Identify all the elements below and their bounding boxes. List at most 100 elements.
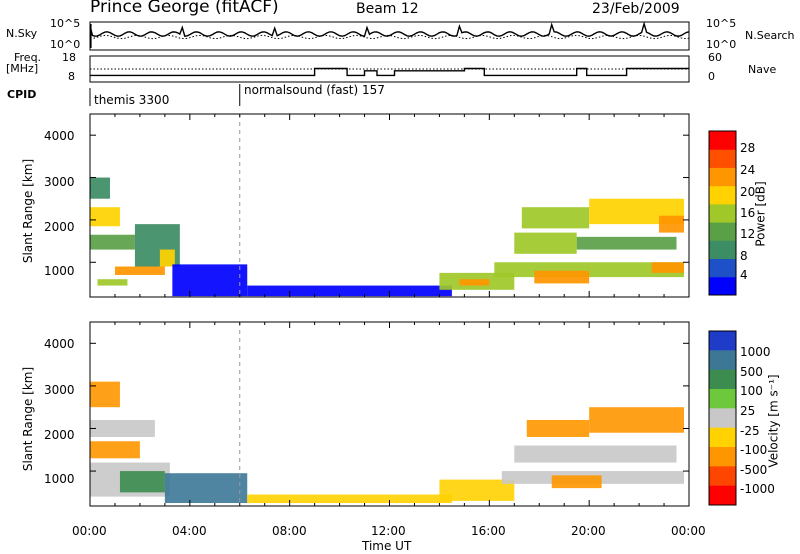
frequency-traces xyxy=(90,67,689,77)
axis-ticks xyxy=(89,114,690,506)
nsearch-tick-bottom: 10^0 xyxy=(706,38,737,51)
velocity-cbar-swatch-1 xyxy=(709,350,736,371)
cpid-label: CPID xyxy=(7,88,37,101)
velocity-cbar-tick-100: 100 xyxy=(740,384,763,398)
velocity-heatmap xyxy=(90,381,685,504)
beam-title: Beam 12 xyxy=(356,1,419,17)
velocity-ytick-1000: 1000 xyxy=(44,472,75,486)
power-cell-6 xyxy=(159,249,175,267)
cpid-segment-1: themis 3300 xyxy=(94,93,170,107)
power-ytick-1000: 1000 xyxy=(44,264,75,278)
xtick-1600: 16:00 xyxy=(471,524,506,538)
velocity-cell-5 xyxy=(164,473,248,504)
power-cbar-swatch-2 xyxy=(709,240,736,260)
power-cell-8 xyxy=(247,285,452,297)
velocity-cbar-tick-neg1000: -1000 xyxy=(740,482,775,496)
velocity-cbar-tick-1000: 1000 xyxy=(740,345,771,359)
xtick-0800: 08:00 xyxy=(272,524,307,538)
xaxis-label: Time UT xyxy=(362,539,412,553)
power-heatmap xyxy=(90,177,685,297)
nsearch-label: N.Search xyxy=(745,29,795,42)
velocity-cbar-swatch-3 xyxy=(709,389,736,409)
xtick-2400: 00:00 xyxy=(671,524,706,538)
nsearch-trace xyxy=(89,34,690,40)
velocity-cbar-frame xyxy=(708,330,737,506)
velocity-ytick-3000: 3000 xyxy=(44,383,75,397)
power-ytick-4000: 4000 xyxy=(44,129,75,143)
velocity-cbar-swatch-6 xyxy=(709,447,736,467)
velocity-ytick-4000: 4000 xyxy=(44,337,75,351)
power-cell-18 xyxy=(651,262,685,273)
power-cell-2 xyxy=(90,234,135,250)
power-cbar-swatch-5 xyxy=(709,185,736,205)
power-cbar-swatch-7 xyxy=(709,149,736,168)
power-cbar-tick-28: 28 xyxy=(740,141,756,155)
velocity-colorbar-label: Velocity [m s⁻¹] xyxy=(766,374,781,468)
velocity-cbar-tick-neg500: -500 xyxy=(740,463,768,477)
xtick-1200: 12:00 xyxy=(371,524,406,538)
station-title: Prince George (fitACF) xyxy=(90,0,279,17)
velocity-cell-7 xyxy=(439,479,515,501)
velocity-cbar-swatch-7 xyxy=(709,466,736,487)
power-cbar-swatch-6 xyxy=(709,167,736,187)
power-ytick-3000: 3000 xyxy=(44,175,75,189)
power-cbar-swatch-3 xyxy=(709,222,736,241)
xtick-0000: 00:00 xyxy=(72,524,107,538)
freq-label-1: Freq. xyxy=(14,51,42,64)
nsky-tick-top: 10^5 xyxy=(50,17,81,30)
xtick-2000: 20:00 xyxy=(571,524,606,538)
power-cell-12 xyxy=(534,270,590,284)
power-cell-1 xyxy=(90,207,120,227)
nsky-tick-bottom: 10^0 xyxy=(50,38,81,51)
velocity-cbar-swatch-4 xyxy=(709,408,736,429)
velocity-ytick-2000: 2000 xyxy=(44,428,75,442)
power-cell-4 xyxy=(97,279,128,286)
frequency-trace xyxy=(90,67,689,77)
power-cell-7 xyxy=(172,264,248,297)
power-cell-5 xyxy=(114,266,165,275)
nave-tick-top: 60 xyxy=(708,51,722,64)
power-cell-17 xyxy=(659,215,685,233)
velocity-cell-6 xyxy=(247,494,452,504)
velocity-cell-2 xyxy=(90,441,140,459)
xtick-0400: 04:00 xyxy=(172,524,207,538)
power-cbar-swatch-4 xyxy=(709,203,736,223)
power-cell-0 xyxy=(90,177,110,199)
power-ytick-2000: 2000 xyxy=(44,220,75,234)
velocity-ylabel: Slant Range [km] xyxy=(21,366,36,472)
nave-tick-bottom: 0 xyxy=(708,70,715,83)
power-colorbar-label: Power [dB] xyxy=(753,181,768,247)
power-cell-15 xyxy=(521,207,590,229)
velocity-cell-10 xyxy=(514,445,677,463)
freq-frame xyxy=(89,55,690,83)
power-cbar-tick-8: 8 xyxy=(740,249,748,263)
velocity-cbar-swatch-5 xyxy=(709,427,736,448)
velocity-cbar-tick-25: 25 xyxy=(740,404,756,418)
velocity-cell-4 xyxy=(119,471,165,493)
power-cell-10 xyxy=(459,279,490,286)
nave-label: Nave xyxy=(748,63,777,76)
noise-frame xyxy=(89,21,690,51)
velocity-colorbar xyxy=(708,330,737,506)
velocity-cell-11 xyxy=(589,407,685,433)
freq-label-2: [MHz] xyxy=(6,62,39,75)
power-cbar-tick-20: 20 xyxy=(740,185,756,199)
power-cbar-tick-12: 12 xyxy=(740,227,756,241)
noise-traces xyxy=(89,21,690,48)
nsky-label: N.Sky xyxy=(6,27,38,40)
power-cbar-tick-24: 24 xyxy=(740,163,756,177)
date-title: 23/Feb/2009 xyxy=(592,1,680,17)
power-ylabel: Slant Range [km] xyxy=(21,158,36,264)
velocity-cbar-tick-neg25: -25 xyxy=(740,424,760,438)
nsky-trace xyxy=(89,21,690,38)
power-cbar-frame xyxy=(708,130,737,296)
power-cell-13 xyxy=(514,232,577,254)
freq-tick-bottom: 8 xyxy=(68,70,75,83)
velocity-cbar-tick-neg100: -100 xyxy=(740,443,768,457)
velocity-cell-1 xyxy=(90,419,155,437)
nsearch-tick-top: 10^5 xyxy=(706,17,737,30)
velocity-cbar-swatch-0 xyxy=(709,331,736,351)
velocity-cell-9 xyxy=(551,475,602,489)
power-cbar-tick-4: 4 xyxy=(740,268,748,282)
